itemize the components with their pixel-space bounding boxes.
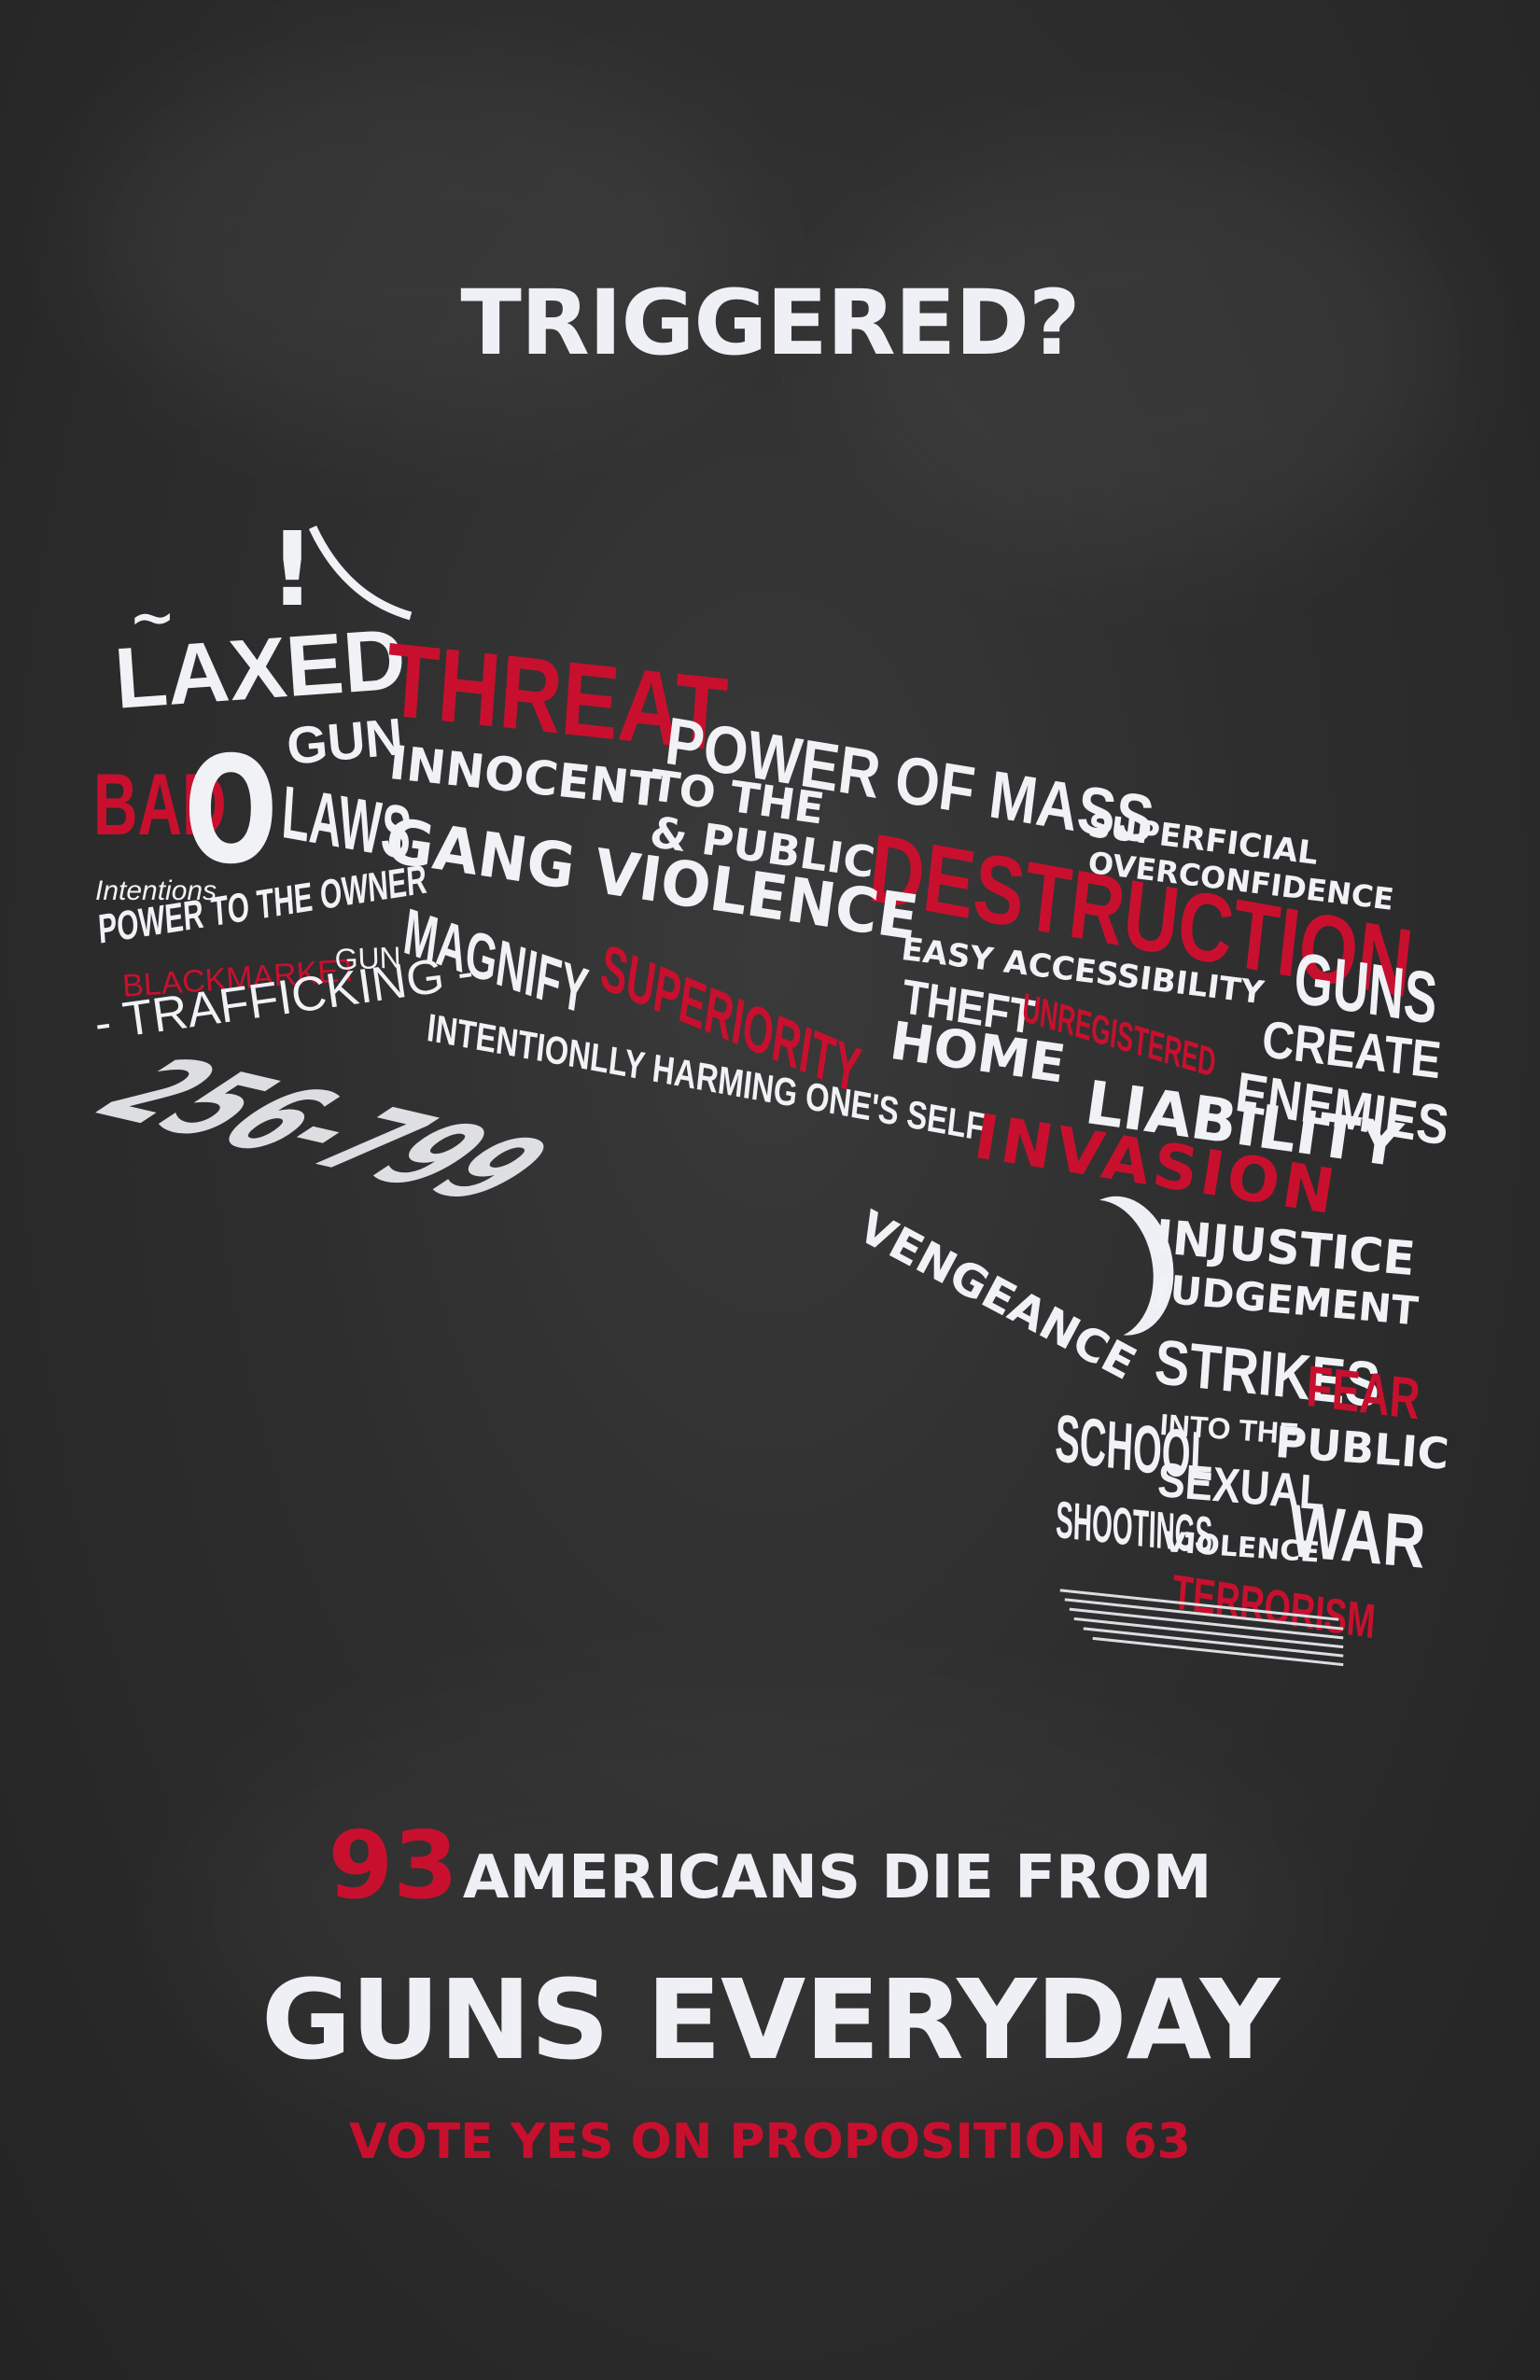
word-bad: BAD: [93, 755, 227, 853]
stat-number: 93: [328, 1811, 458, 1920]
word-laxed: LAXED: [111, 611, 409, 727]
stat-line-1: 93 AMERICANS DIE FROM: [0, 1811, 1540, 1920]
vote-text: VOTE YES ON PROPOSITION 63: [349, 2114, 1191, 2170]
word-o: O: [184, 725, 278, 897]
stat-text: AMERICANS DIE FROM: [462, 1843, 1212, 1912]
word-intentions: Intentions: [95, 875, 217, 906]
call-to-action: VOTE YES ON PROPOSITION 63: [0, 2114, 1540, 2170]
smoke-texture: [93, 56, 747, 429]
headline: TRIGGERED?: [460, 271, 1080, 375]
smoke-texture: [187, 1680, 1307, 2147]
exclaim-mark: !: [269, 510, 316, 629]
stat-big-text: GUNS EVERYDAY: [260, 1955, 1280, 2084]
tilde: ~: [129, 585, 176, 651]
smoke-texture: [840, 140, 1447, 560]
word-terrorism: TERRORISM: [1169, 1565, 1378, 1650]
word-fear: FEAR: [1304, 1354, 1422, 1433]
hammer-curve: [308, 525, 413, 621]
serial-number: 256-799: [71, 1038, 580, 1223]
word-war: WAR: [1287, 1489, 1428, 1584]
stat-line-2: GUNS EVERYDAY: [0, 1955, 1540, 2084]
